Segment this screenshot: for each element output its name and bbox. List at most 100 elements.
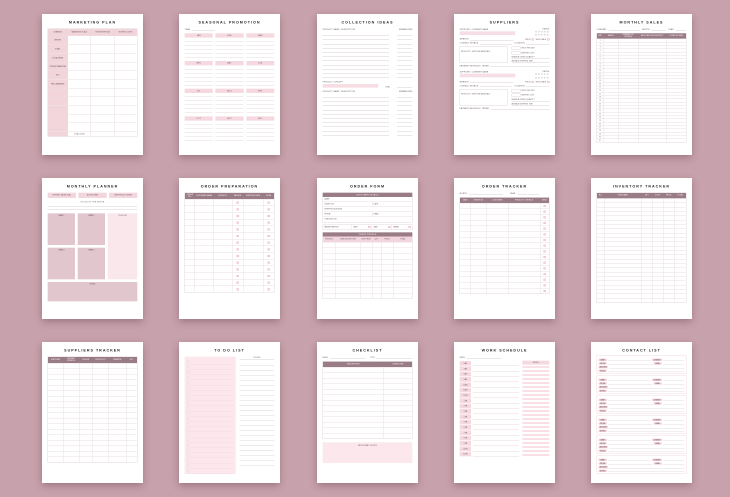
table-cell xyxy=(185,286,195,292)
month-label: MONTH xyxy=(642,28,650,31)
table-cell xyxy=(603,69,618,73)
todo-row xyxy=(187,437,234,443)
inventory-row xyxy=(597,246,687,251)
table-cell xyxy=(63,385,79,391)
table-cell xyxy=(232,272,243,280)
company-field xyxy=(459,31,516,36)
table-cell xyxy=(508,220,540,226)
todo-row xyxy=(187,380,234,386)
table-cell xyxy=(460,237,471,242)
week-block: WEEK 2 xyxy=(77,213,106,246)
shipping-time-label: AVERAGE SHIPPING TIME xyxy=(511,60,533,63)
table-cell xyxy=(63,445,79,452)
unit-price-field xyxy=(511,88,521,93)
table-cell xyxy=(360,276,372,282)
time-label: 3 PM xyxy=(459,409,472,414)
table-cell xyxy=(232,239,243,246)
order-details-bar: ORDER DETAILS xyxy=(322,232,413,237)
table-cell xyxy=(383,427,412,434)
table-cell xyxy=(63,401,79,408)
channel-label: E-MAIL xyxy=(48,45,68,54)
checkbox-circle-icon xyxy=(187,386,190,389)
table-cell xyxy=(108,363,127,369)
table-cell xyxy=(603,102,618,106)
table-cell xyxy=(604,224,641,229)
table-cell xyxy=(185,233,195,239)
idea-row xyxy=(322,102,413,107)
column-header: SALES xyxy=(607,34,614,37)
page-title: ORDER PREPARATION xyxy=(200,184,259,189)
checkbox-icon xyxy=(267,288,270,291)
table-cell xyxy=(460,266,471,271)
table-cell xyxy=(603,59,618,63)
location-label: LOCATION xyxy=(514,42,525,45)
checkbox-circle-icon xyxy=(187,448,190,452)
table-cell xyxy=(242,279,263,286)
checkbox-icon xyxy=(236,221,239,224)
table-cell xyxy=(641,294,652,299)
table-cell xyxy=(674,229,686,234)
table-row xyxy=(48,105,138,115)
time-slot-row: 4 PM xyxy=(459,414,519,420)
table-cell xyxy=(470,277,487,283)
name-label: NAME xyxy=(598,398,607,402)
column-header: QTY xyxy=(374,238,379,241)
table-cell xyxy=(48,413,63,418)
table-cell xyxy=(63,368,79,375)
table-cell xyxy=(380,282,393,288)
to-do-list-sheet: TO DO LIST xyxy=(179,342,281,484)
table-cell xyxy=(652,263,663,268)
time-slot-row: 5 PM xyxy=(459,419,519,425)
column-header: DAY xyxy=(598,34,602,37)
table-cell xyxy=(486,248,508,255)
table-cell xyxy=(185,226,195,232)
date-label: DATE xyxy=(322,356,328,359)
table-cell xyxy=(79,379,92,386)
time-label: 10 PM xyxy=(459,446,472,452)
rule-line xyxy=(239,395,275,401)
supplier-row xyxy=(48,434,138,441)
table-cell xyxy=(486,260,508,266)
order-row xyxy=(460,220,550,226)
table-cell xyxy=(67,79,91,89)
table-cell xyxy=(380,265,393,271)
table-cell xyxy=(92,363,108,369)
day-number: 24 xyxy=(599,116,601,119)
todo-row xyxy=(187,365,234,370)
payment-row: PAYMENT METHOD CASH CARD PAYPAL xyxy=(322,224,413,230)
table-cell xyxy=(126,434,137,441)
month-header: MAR xyxy=(246,33,275,38)
table-cell xyxy=(79,385,92,391)
page-title: INVENTORY TRACKER xyxy=(612,184,671,189)
table-cell xyxy=(108,456,127,463)
week-block: WEEK 1 xyxy=(47,213,76,246)
order-row xyxy=(460,231,550,238)
table-cell xyxy=(604,259,641,264)
table-cell xyxy=(618,135,638,139)
table-cell xyxy=(470,220,487,226)
rule-line xyxy=(239,375,275,381)
rule-line xyxy=(246,54,275,58)
time-label: 6 AM xyxy=(459,361,472,366)
rule-line xyxy=(239,445,275,451)
name-label: NAME xyxy=(598,438,607,442)
column-header: CHANNELS xyxy=(48,29,68,36)
order-row xyxy=(185,205,275,213)
table-cell xyxy=(63,429,79,435)
table-cell xyxy=(662,272,675,277)
table-cell xyxy=(666,59,686,63)
inventory-tracker-sheet: INVENTORY TRACKER NO. ITEM NAME QTY COST PRI… xyxy=(591,178,693,320)
table-cell xyxy=(213,286,232,293)
rule-line xyxy=(215,69,244,74)
checkbox-icon xyxy=(543,227,546,230)
table-cell xyxy=(242,246,263,253)
table-cell xyxy=(242,212,263,220)
rule-line xyxy=(473,435,519,441)
inventory-row xyxy=(597,211,687,216)
todo-row xyxy=(187,406,234,412)
day-row: 18 xyxy=(597,95,687,99)
table-cell xyxy=(460,203,471,208)
table-cell xyxy=(666,75,686,79)
channel-label xyxy=(48,97,68,106)
column-header: CUSTOMER NAME xyxy=(196,194,213,197)
